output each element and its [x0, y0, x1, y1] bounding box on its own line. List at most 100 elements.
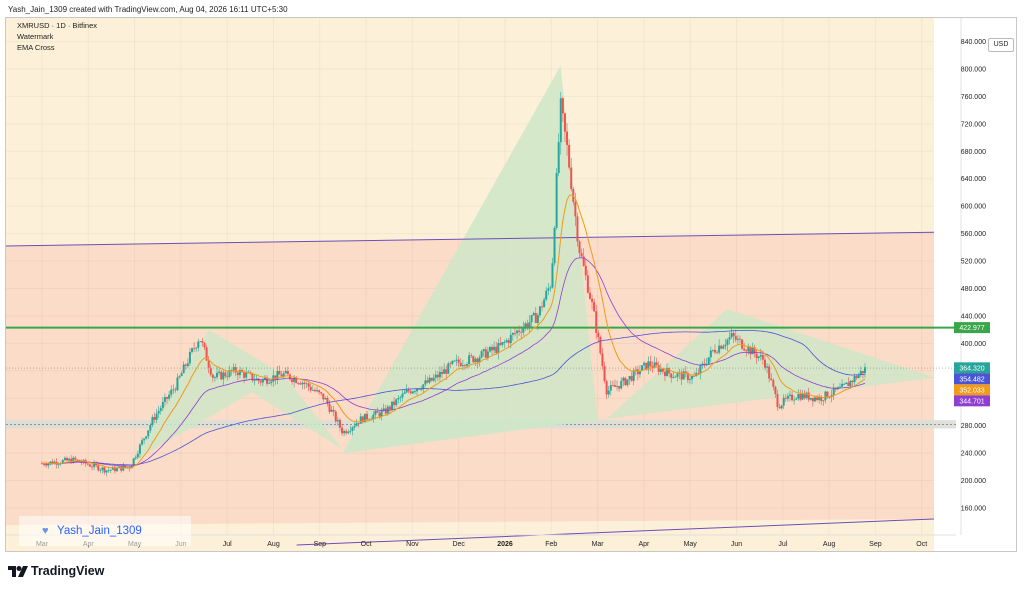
candle-body	[743, 348, 746, 351]
candle-body	[166, 397, 169, 399]
candle-body	[413, 391, 416, 393]
candle-body	[768, 366, 771, 379]
candle-body	[818, 396, 821, 401]
candle-body	[295, 378, 298, 384]
candle-body	[459, 362, 462, 367]
candle-body	[388, 406, 391, 410]
candle-body	[636, 369, 639, 375]
candle-body	[299, 383, 302, 385]
candle-body	[853, 376, 856, 382]
candle-body	[530, 315, 533, 323]
candle-body	[303, 382, 306, 384]
candle-body	[361, 416, 364, 423]
candle-body	[328, 403, 331, 412]
candle-body	[63, 457, 66, 461]
tradingview-logo[interactable]: TradingView	[8, 563, 104, 579]
candle-body	[663, 371, 666, 377]
candle-body	[791, 394, 794, 401]
candle-body	[786, 395, 789, 399]
candle-body	[832, 387, 835, 395]
candle-body	[793, 399, 796, 401]
candle-body	[351, 427, 354, 431]
candle-body	[855, 376, 858, 379]
candle-body	[811, 397, 814, 402]
candle-body	[209, 367, 212, 375]
candle-body	[313, 390, 316, 392]
candle-body	[103, 467, 106, 473]
candle-body	[518, 330, 521, 332]
candle-body	[716, 352, 719, 354]
candle-body	[326, 397, 329, 404]
candle-body	[611, 385, 614, 387]
candle-body	[366, 413, 369, 420]
candle-body	[291, 379, 294, 382]
candle-body	[755, 353, 758, 359]
candle-body	[761, 355, 764, 360]
candle-body	[318, 390, 321, 393]
price-chart[interactable]: 840.000 800.000 760.000 720.000 680.000 640.0…	[6, 18, 1016, 551]
candle-body	[711, 349, 714, 351]
candle-body	[607, 390, 610, 395]
candle-body	[447, 363, 450, 374]
chart-frame[interactable]: 840.000 800.000 760.000 720.000 680.000 640.0…	[5, 17, 1017, 552]
x-tick-label: Sep	[869, 541, 882, 548]
candle-body	[584, 265, 587, 276]
candle-body	[641, 365, 644, 372]
candle-body	[70, 458, 73, 463]
candle-body	[345, 430, 348, 434]
candle-body	[316, 390, 319, 392]
candle-body	[207, 360, 210, 368]
candle-body	[749, 346, 752, 355]
candle-body	[332, 409, 335, 412]
candle-body	[493, 346, 496, 351]
y-tick-label: 240.000	[961, 451, 986, 458]
legend-ema-cross-indicator[interactable]: EMA Cross	[17, 43, 55, 52]
candle-body	[259, 381, 262, 383]
candle-body	[528, 322, 531, 328]
y-tick-label: 760.000	[961, 94, 986, 101]
candle-body	[320, 392, 323, 394]
candle-body	[570, 167, 573, 189]
currency-label[interactable]: USD	[988, 38, 1014, 52]
candle-body	[601, 353, 604, 367]
x-tick-label: Nov	[406, 541, 419, 548]
candle-body	[576, 216, 579, 242]
candle-body	[393, 401, 396, 406]
candle-body	[555, 173, 558, 228]
candle-body	[170, 389, 173, 395]
candle-body	[782, 397, 785, 406]
candle-body	[276, 371, 279, 380]
y-tick-label: 600.000	[961, 204, 986, 211]
candle-body	[247, 372, 250, 374]
candle-body	[770, 378, 773, 381]
candle-body	[297, 383, 300, 384]
candle-body	[261, 379, 264, 383]
candle-body	[757, 356, 760, 359]
candle-body	[234, 367, 237, 373]
candle-body	[688, 379, 691, 381]
candle-body	[420, 389, 423, 390]
candle-body	[632, 370, 635, 381]
channel-bottom-line	[296, 518, 935, 546]
candle-body	[263, 377, 266, 380]
candle-body	[138, 444, 141, 454]
candle-body	[628, 376, 631, 380]
candle-body	[807, 392, 810, 400]
candle-body	[582, 256, 585, 266]
candle-body	[134, 457, 137, 459]
candle-body	[434, 374, 437, 378]
candle-body	[863, 367, 866, 374]
candle-body	[649, 361, 652, 367]
candle-body	[97, 465, 100, 471]
candle-body	[778, 407, 781, 409]
candle-body	[236, 372, 239, 376]
candle-body	[726, 339, 729, 345]
candle-body	[334, 411, 337, 422]
candle-body	[384, 408, 387, 414]
candle-body	[218, 371, 221, 373]
y-tick-label: 400.000	[961, 341, 986, 348]
candle-body	[99, 469, 102, 471]
legend-watermark-indicator[interactable]: Watermark	[17, 32, 54, 41]
candle-body	[341, 427, 344, 434]
candle-body	[74, 457, 77, 460]
